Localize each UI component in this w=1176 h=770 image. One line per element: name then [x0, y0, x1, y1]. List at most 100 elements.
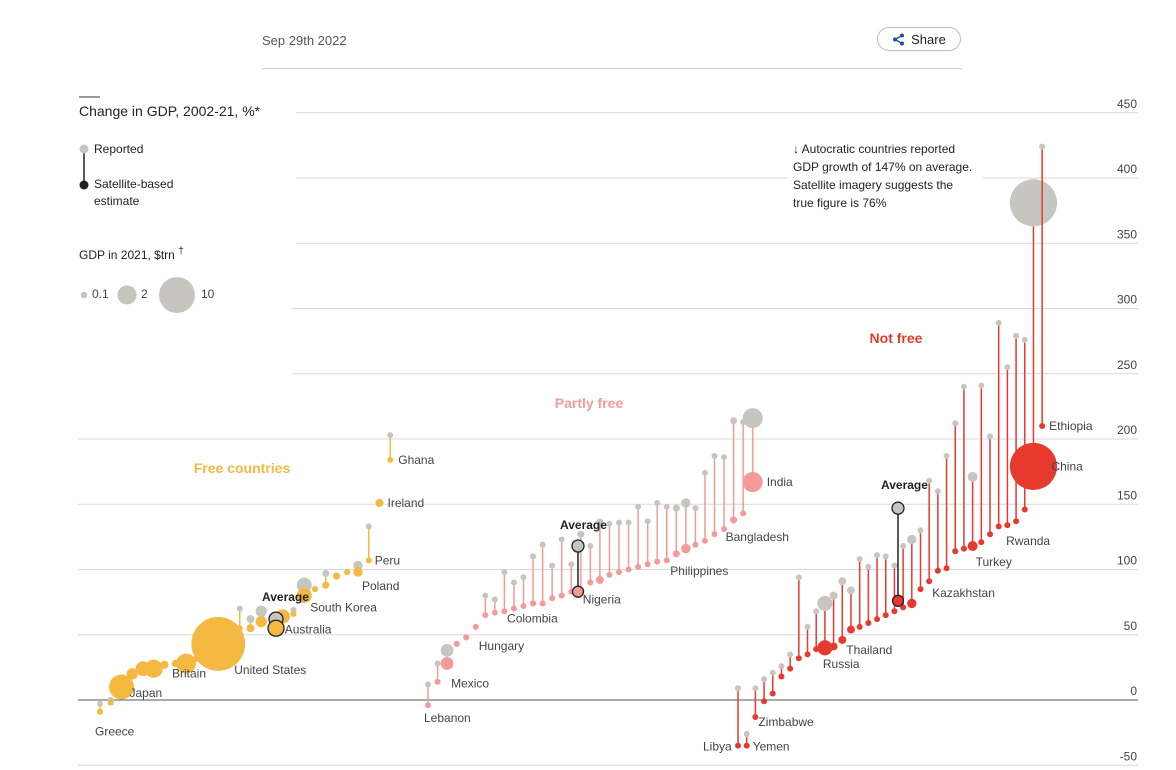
country-label: India [767, 475, 793, 489]
reported-dot [1004, 364, 1011, 371]
reported-dot [804, 623, 811, 630]
text-line: ↓ Autocratic countries reported [793, 142, 955, 156]
satellite-dot [804, 651, 811, 658]
legend-size-small [80, 291, 88, 299]
y-tick-label: 150 [1117, 488, 1137, 502]
reported-dot [735, 685, 741, 692]
satellite-dot [453, 640, 460, 647]
chart-marks [97, 143, 1058, 749]
satellite-dot [635, 563, 642, 570]
legend-size-title-text: GDP in 2021, $trn [79, 248, 175, 262]
reported-dot [625, 519, 632, 526]
satellite-dot [856, 623, 863, 630]
satellite-dot [644, 561, 651, 568]
reported-dot [787, 651, 794, 658]
average-label: Average [881, 478, 928, 492]
annotation-text: ↓ Autocratic countries reported GDP growt… [793, 142, 972, 210]
country-label: Philippines [670, 564, 728, 578]
satellite-dot [865, 620, 872, 627]
satellite-dot [761, 698, 768, 705]
satellite-dot [223, 632, 235, 643]
satellite-dot [491, 609, 498, 616]
legend-size-medium [117, 285, 137, 305]
reported-dot [978, 382, 985, 389]
y-axis-ticks: -50 0 50 100 150 200 250 300 350 400 450 [1117, 97, 1137, 764]
reported-dot [539, 541, 546, 548]
satellite-dot [721, 526, 728, 533]
satellite-dot [934, 567, 941, 574]
satellite-dot [482, 612, 489, 619]
reported-dot [635, 503, 642, 510]
reported-dot [644, 518, 651, 525]
satellite-dot [616, 569, 622, 576]
country-label: Russia [823, 657, 860, 671]
country-label: Nigeria [583, 592, 621, 606]
share-button[interactable]: Share [877, 27, 961, 51]
satellite-dot [434, 678, 441, 685]
reported-dot [97, 700, 103, 707]
satellite-dot [926, 578, 933, 585]
y-tick-label: 200 [1117, 423, 1137, 437]
reported-dot [967, 471, 978, 482]
average-reported-dot [891, 501, 905, 515]
reported-dot [558, 536, 565, 543]
satellite-dot [907, 598, 917, 609]
country-label: Poland [362, 579, 399, 593]
satellite-dot [778, 673, 785, 680]
satellite-dot [654, 558, 661, 565]
y-tick-label: 0 [1130, 684, 1137, 698]
reported-dot [995, 319, 1002, 326]
satellite-dot [322, 581, 330, 589]
reported-dot [353, 560, 363, 571]
country-label: South Korea [310, 601, 377, 615]
reported-dot [795, 574, 802, 581]
reported-dot [874, 552, 881, 559]
satellite-dot [109, 674, 134, 700]
satellite-dot [740, 510, 747, 517]
satellite-dot [107, 699, 114, 706]
satellite-dot [501, 608, 508, 615]
satellite-dot [672, 550, 680, 558]
reported-dot [654, 499, 661, 506]
satellite-dot [255, 616, 267, 628]
reported-dot [1009, 179, 1058, 227]
satellite-dot [1004, 522, 1011, 529]
satellite-dot [701, 537, 708, 544]
satellite-dot [967, 541, 978, 552]
satellite-dot [838, 636, 847, 644]
legend-size-title: GDP in 2021, $trn † [79, 246, 184, 262]
satellite-dot [587, 579, 594, 586]
reported-dot [365, 523, 372, 530]
reported-dot [743, 730, 750, 737]
satellite-dot [874, 616, 881, 623]
country-label: China [1051, 459, 1083, 473]
grid-lines [78, 112, 1138, 766]
satellite-dot [176, 653, 196, 674]
satellite-dot [711, 531, 718, 538]
y-tick-label: 250 [1117, 358, 1137, 372]
reported-dot [730, 417, 738, 425]
reported-dot [491, 596, 498, 603]
group-averages: Average Average Average [262, 478, 928, 637]
reported-dot [616, 519, 622, 526]
reported-dot [769, 669, 776, 676]
satellite-dot [943, 565, 950, 572]
satellite-dot [1009, 442, 1058, 490]
average-reported-dot [571, 539, 585, 553]
country-label: United States [234, 663, 306, 677]
reported-dot [1021, 336, 1028, 343]
satellite-dot [529, 600, 537, 607]
satellite-dot [817, 640, 833, 656]
reported-dot [721, 454, 728, 461]
average-label: Average [262, 590, 309, 604]
reported-dot [577, 530, 585, 538]
reported-dot [926, 477, 933, 484]
satellite-dot [296, 588, 312, 604]
reported-dot [692, 505, 699, 512]
reported-dot [907, 534, 917, 545]
text-line: Satellite-based [94, 177, 173, 191]
average-satellite-dot [267, 619, 285, 637]
satellite-dot [743, 742, 750, 749]
satellite-dot [1013, 518, 1020, 525]
reported-dot [838, 577, 847, 586]
